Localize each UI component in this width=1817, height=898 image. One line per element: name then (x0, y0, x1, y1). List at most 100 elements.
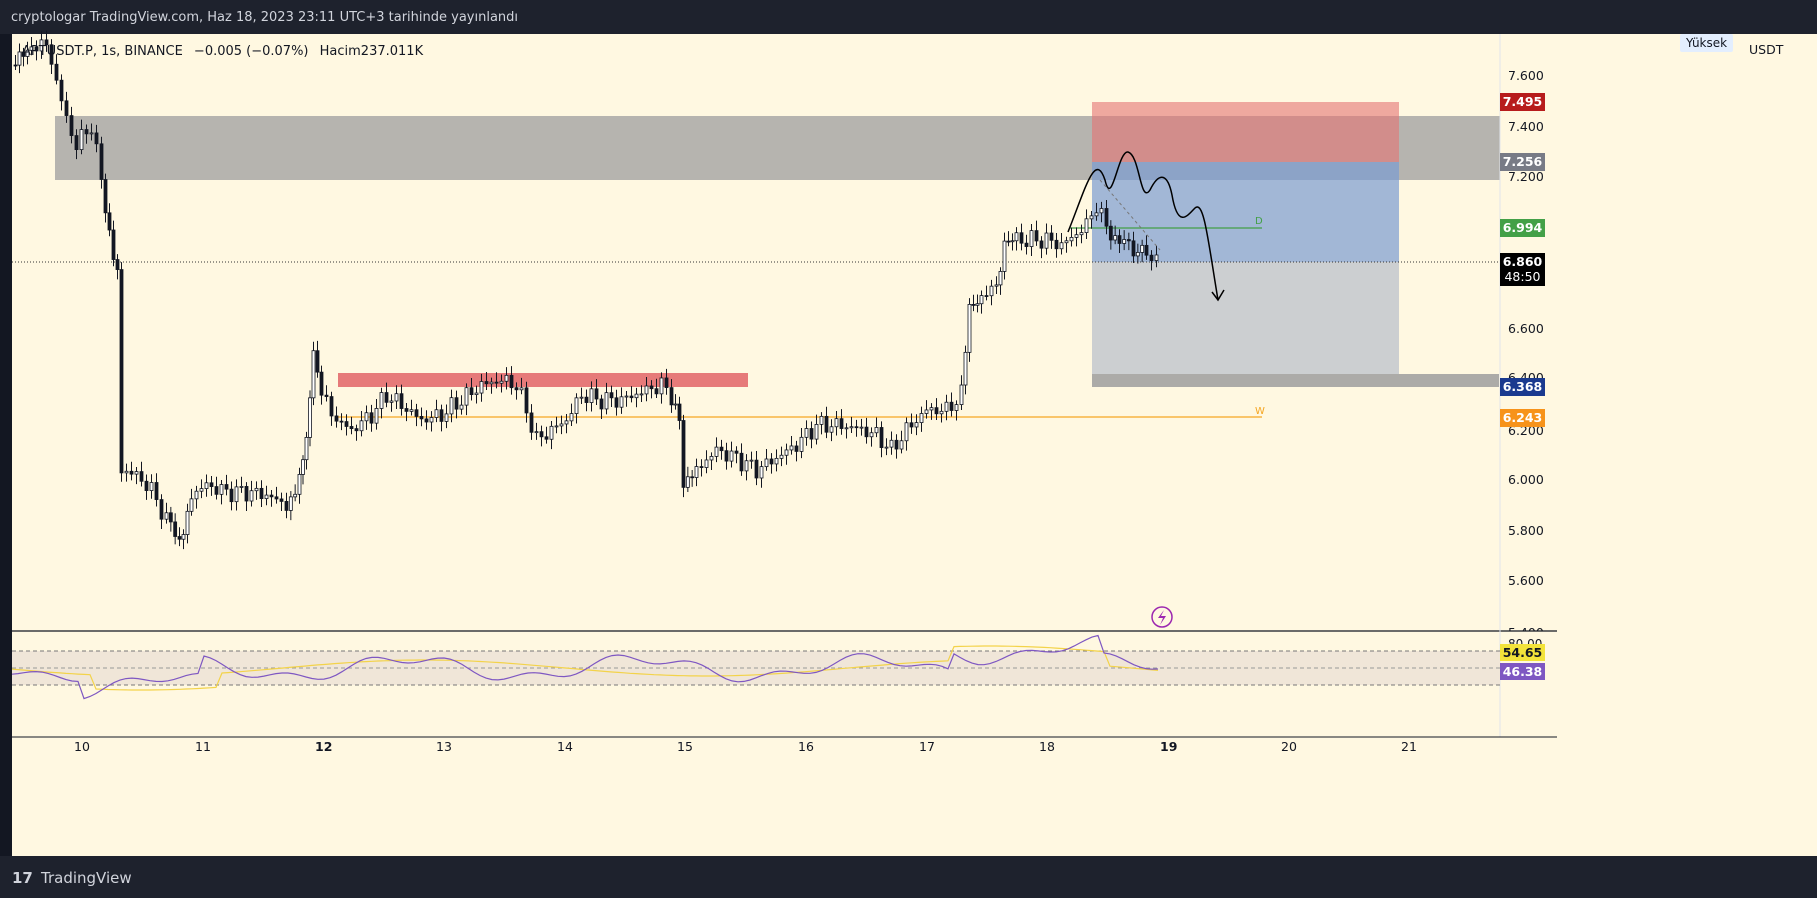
high-badge[interactable]: Yüksek (1680, 34, 1734, 52)
candle-body (79, 129, 84, 151)
candle-body (269, 494, 274, 498)
candle-body (589, 388, 594, 403)
candle-body (194, 490, 199, 500)
tradingview-brand[interactable]: TradingView (41, 869, 132, 887)
candle-body (181, 534, 186, 540)
candle-body (209, 482, 214, 487)
candle-body (1044, 232, 1049, 249)
time-axis[interactable]: 10 11 12 13 14 15 16 17 18 19 20 21 (12, 737, 1500, 756)
candle-body (34, 46, 39, 52)
candle-body (288, 496, 293, 511)
candle-body (839, 418, 844, 429)
candle-body (669, 387, 674, 406)
tradingview-logo-icon[interactable]: 17 (12, 869, 33, 887)
candle-body (1039, 240, 1044, 249)
candle-body (319, 371, 324, 396)
time-tick-15: 15 (677, 739, 693, 754)
candle-body (714, 446, 719, 457)
candle-body (1084, 218, 1089, 233)
candle-body (1117, 235, 1122, 244)
candle-body (1019, 232, 1024, 244)
candle-body (409, 409, 414, 412)
candle-body (29, 46, 34, 51)
candle-body (134, 471, 139, 475)
candle-body (279, 498, 284, 502)
candle-body (1010, 240, 1015, 243)
tick-rsi-80: 80.00 (1508, 637, 1543, 646)
candle-body (239, 486, 244, 488)
candle-body (514, 387, 519, 391)
candle-body (844, 427, 849, 430)
candle-body (799, 436, 804, 452)
candle-body (874, 427, 879, 434)
candle-body (1122, 239, 1127, 244)
candle-body (1094, 212, 1099, 217)
candle-body (219, 484, 224, 495)
candle-body (544, 436, 549, 440)
candle-body (834, 418, 839, 428)
candle-body (69, 115, 74, 136)
candle-body (914, 422, 919, 428)
rsi-ma-label: 54.65 (1500, 644, 1545, 661)
candle-body (519, 387, 524, 391)
candle-body (444, 413, 449, 422)
symbol-legend[interactable]: APTUSDT.P, 1s, BINANCE −0.005 (−0.07%) H… (22, 44, 430, 59)
supply-zone-red (338, 373, 748, 387)
candle-body (759, 466, 764, 479)
candle-body (564, 420, 569, 425)
time-tick-17: 17 (919, 739, 935, 754)
candle-body (1006, 240, 1011, 243)
tick-6600: 6.600 (1508, 321, 1544, 336)
candle-body (469, 387, 474, 395)
candle-body (414, 409, 419, 417)
candle-body (574, 397, 579, 414)
candle-body (594, 388, 599, 400)
candle-body (967, 304, 972, 353)
candle-countdown: 48:50 (1504, 269, 1541, 284)
candle-body (649, 385, 654, 390)
candle-body (734, 450, 739, 454)
rsi-value-label: 46.38 (1500, 663, 1545, 680)
candle-body (25, 49, 30, 57)
candle-body (569, 413, 574, 422)
candle-body (909, 422, 914, 428)
candle-body (934, 407, 939, 415)
footer-bar: 17 TradingView (0, 856, 1817, 898)
time-tick-21: 21 (1401, 739, 1417, 754)
candle-body (784, 449, 789, 456)
candle-body (144, 480, 149, 491)
candle-body (894, 439, 899, 450)
candle-body (749, 459, 754, 462)
candle-body (484, 381, 489, 385)
candle-body (709, 455, 714, 461)
publish-line: cryptologar TradingView.com, Haz 18, 202… (11, 10, 519, 25)
candle-body (349, 426, 354, 430)
volume-value: Hacim237.011K (319, 44, 424, 59)
symbol-name[interactable]: APTUSDT.P, 1s, BINANCE (22, 44, 183, 59)
candle-body (124, 470, 129, 474)
candle-body (107, 212, 112, 231)
candle-body (229, 488, 234, 503)
candle-body (234, 486, 239, 503)
candle-body (311, 350, 316, 399)
short-position-lower-zone (1092, 262, 1399, 374)
candle-body (889, 439, 894, 448)
candle-body (729, 450, 734, 462)
candle-body (971, 304, 976, 306)
candle-body (434, 409, 439, 418)
price-axis[interactable]: 7.600 7.400 7.200 6.600 6.400 6.200 6.00… (1500, 34, 1557, 737)
candle-body (954, 404, 959, 411)
time-tick-20: 20 (1281, 739, 1297, 754)
candle-body (789, 445, 794, 451)
candle-body (824, 415, 829, 433)
candle-body (1074, 234, 1079, 238)
candle-body (719, 446, 724, 452)
candle-body (429, 417, 434, 423)
candle-body (354, 428, 359, 432)
candle-body (984, 295, 989, 297)
candle-body (64, 100, 69, 116)
projection-drawing (1067, 151, 1219, 301)
candle-body (164, 512, 169, 520)
level-w-price-label: 6.243 (1500, 409, 1545, 427)
